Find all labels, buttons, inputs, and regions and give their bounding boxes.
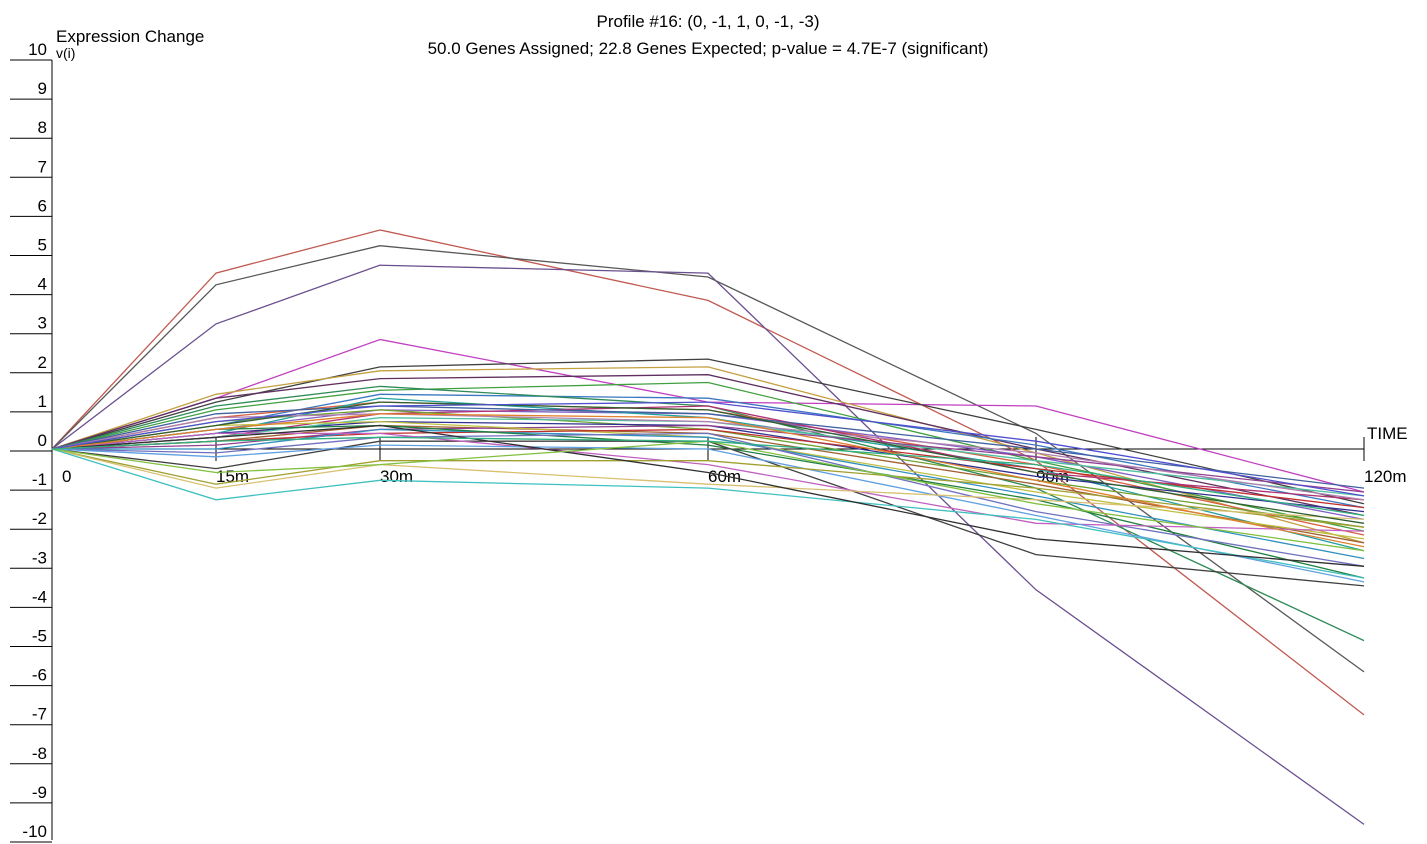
- series-layer: [51, 229, 1365, 825]
- gene-profile-line-25: [51, 440, 1365, 587]
- y-tick-label: -6: [32, 666, 47, 685]
- gene-profile-line-30: [51, 448, 1365, 579]
- x-tick-label: 120m: [1364, 467, 1407, 486]
- gene-profile-line-38: [51, 436, 1365, 517]
- y-tick-label: -10: [22, 822, 47, 841]
- y-tick-label: -8: [32, 744, 47, 763]
- y-tick-label: -5: [32, 627, 47, 646]
- y-tick-label: 2: [38, 353, 47, 372]
- gene-profile-line-5: [51, 358, 1365, 505]
- y-tick-label: -2: [32, 509, 47, 528]
- x-axis-label: TIME: [1367, 424, 1408, 443]
- y-tick-label: -7: [32, 705, 47, 724]
- gene-profile-line-34: [51, 413, 1365, 501]
- gene-profile-line-32: [51, 440, 1365, 552]
- gene-profile-line-22: [52, 428, 1365, 560]
- gene-profile-line-24: [51, 432, 1365, 567]
- y-tick-label: 10: [28, 40, 47, 59]
- gene-profile-line-29: [51, 448, 1365, 521]
- y-tick-label: 5: [38, 236, 47, 255]
- y-tick-label: -4: [32, 587, 47, 606]
- chart-title: Profile #16: (0, -1, 1, 0, -1, -3): [597, 12, 820, 31]
- y-axis-sublabel: v(i): [56, 45, 75, 61]
- y-tick-label: 0: [38, 431, 47, 450]
- y-tick-label: 8: [38, 118, 47, 137]
- x-tick-label: 30m: [380, 467, 413, 486]
- gene-profile-line-28: [51, 448, 1365, 528]
- y-tick-label: 6: [38, 196, 47, 215]
- y-axis-label: Expression Change: [56, 27, 204, 46]
- y-tick-label: 4: [38, 275, 47, 294]
- gene-profile-line-33: [51, 405, 1365, 489]
- gene-profile-line-10: [51, 385, 1365, 642]
- y-tick-label: -9: [32, 783, 47, 802]
- gene-profile-line-19: [51, 424, 1365, 493]
- gene-profile-line-37: [51, 401, 1365, 497]
- x-tick-label: 0: [62, 467, 71, 486]
- chart-subtitle: 50.0 Genes Assigned; 22.8 Genes Expected…: [428, 39, 989, 58]
- y-tick-label: -1: [32, 470, 47, 489]
- y-tick-label: 7: [38, 157, 47, 176]
- y-tick-label: -3: [32, 548, 47, 567]
- gene-profile-line-31: [51, 424, 1365, 567]
- y-tick-label: 3: [38, 314, 47, 333]
- gene-profile-line-35: [51, 401, 1365, 524]
- gene-profile-line-36: [51, 413, 1365, 548]
- gene-profile-line-27: [51, 444, 1365, 583]
- gene-profile-line-3: [51, 264, 1365, 825]
- y-tick-label: 9: [38, 79, 47, 98]
- y-tick-label: 1: [38, 392, 47, 411]
